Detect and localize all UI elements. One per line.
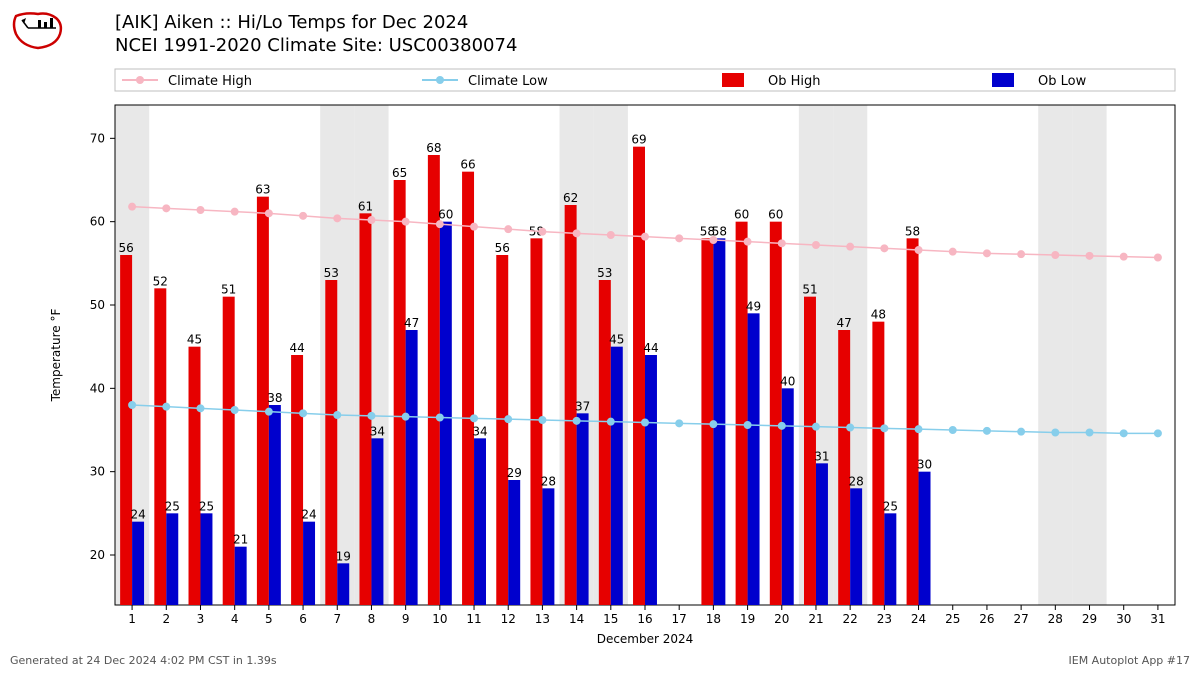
svg-text:29: 29 xyxy=(1082,612,1097,626)
svg-text:49: 49 xyxy=(746,299,761,313)
svg-text:Ob Low: Ob Low xyxy=(1038,74,1087,89)
svg-text:60: 60 xyxy=(90,215,105,229)
svg-text:70: 70 xyxy=(90,131,105,145)
svg-text:19: 19 xyxy=(336,549,351,563)
svg-text:3: 3 xyxy=(197,612,205,626)
svg-text:45: 45 xyxy=(187,333,202,347)
svg-text:51: 51 xyxy=(221,283,236,297)
svg-text:30: 30 xyxy=(90,465,105,479)
svg-text:10: 10 xyxy=(432,612,447,626)
svg-text:25: 25 xyxy=(165,499,180,513)
svg-text:31: 31 xyxy=(814,449,829,463)
svg-text:Ob High: Ob High xyxy=(768,74,821,89)
svg-text:40: 40 xyxy=(90,381,105,395)
svg-text:34: 34 xyxy=(472,424,487,438)
svg-text:60: 60 xyxy=(438,208,453,222)
svg-text:21: 21 xyxy=(233,533,248,547)
footer-app: IEM Autoplot App #17 xyxy=(1069,654,1191,667)
svg-text:24: 24 xyxy=(301,508,316,522)
svg-text:24: 24 xyxy=(130,508,145,522)
svg-text:44: 44 xyxy=(289,341,304,355)
svg-text:63: 63 xyxy=(255,183,270,197)
svg-text:21: 21 xyxy=(808,612,823,626)
svg-text:27: 27 xyxy=(1013,612,1028,626)
svg-text:29: 29 xyxy=(507,466,522,480)
svg-text:47: 47 xyxy=(404,316,419,330)
svg-text:Climate High: Climate High xyxy=(168,74,252,89)
svg-text:52: 52 xyxy=(153,274,168,288)
svg-text:16: 16 xyxy=(637,612,652,626)
svg-text:22: 22 xyxy=(843,612,858,626)
svg-text:68: 68 xyxy=(426,141,441,155)
svg-text:28: 28 xyxy=(849,474,864,488)
svg-text:25: 25 xyxy=(883,499,898,513)
svg-text:25: 25 xyxy=(199,499,214,513)
svg-text:14: 14 xyxy=(569,612,584,626)
svg-text:69: 69 xyxy=(631,133,646,147)
svg-text:19: 19 xyxy=(740,612,755,626)
svg-text:28: 28 xyxy=(541,474,556,488)
svg-text:30: 30 xyxy=(1116,612,1131,626)
svg-text:20: 20 xyxy=(90,548,105,562)
svg-text:Climate Low: Climate Low xyxy=(468,74,548,89)
svg-text:45: 45 xyxy=(609,333,624,347)
svg-text:50: 50 xyxy=(90,298,105,312)
svg-text:9: 9 xyxy=(402,612,410,626)
svg-text:23: 23 xyxy=(877,612,892,626)
svg-text:40: 40 xyxy=(780,374,795,388)
svg-text:38: 38 xyxy=(267,391,282,405)
svg-text:24: 24 xyxy=(911,612,926,626)
svg-text:58: 58 xyxy=(905,224,920,238)
svg-text:47: 47 xyxy=(837,316,852,330)
svg-text:6: 6 xyxy=(299,612,307,626)
footer-generated: Generated at 24 Dec 2024 4:02 PM CST in … xyxy=(10,654,277,667)
svg-text:37: 37 xyxy=(575,399,590,413)
svg-text:25: 25 xyxy=(945,612,960,626)
svg-text:44: 44 xyxy=(643,341,658,355)
svg-text:8: 8 xyxy=(368,612,376,626)
svg-text:60: 60 xyxy=(768,208,783,222)
svg-text:5: 5 xyxy=(265,612,273,626)
svg-text:28: 28 xyxy=(1048,612,1063,626)
svg-text:26: 26 xyxy=(979,612,994,626)
svg-text:51: 51 xyxy=(802,283,817,297)
svg-text:18: 18 xyxy=(706,612,721,626)
svg-text:61: 61 xyxy=(358,199,373,213)
svg-text:7: 7 xyxy=(333,612,341,626)
svg-text:11: 11 xyxy=(466,612,481,626)
svg-text:December 2024: December 2024 xyxy=(597,632,694,646)
svg-text:53: 53 xyxy=(324,266,339,280)
svg-text:2: 2 xyxy=(162,612,170,626)
svg-text:15: 15 xyxy=(603,612,618,626)
svg-text:12: 12 xyxy=(501,612,516,626)
svg-text:30: 30 xyxy=(917,458,932,472)
svg-text:48: 48 xyxy=(871,308,886,322)
svg-text:20: 20 xyxy=(774,612,789,626)
svg-text:56: 56 xyxy=(118,241,133,255)
svg-text:66: 66 xyxy=(460,158,475,172)
svg-text:34: 34 xyxy=(370,424,385,438)
svg-text:17: 17 xyxy=(672,612,687,626)
svg-text:53: 53 xyxy=(597,266,612,280)
svg-text:60: 60 xyxy=(734,208,749,222)
svg-text:62: 62 xyxy=(563,191,578,205)
svg-text:1: 1 xyxy=(128,612,136,626)
svg-text:56: 56 xyxy=(495,241,510,255)
svg-text:4: 4 xyxy=(231,612,239,626)
svg-text:65: 65 xyxy=(392,166,407,180)
temperature-chart: 203040506070Temperature °F12345678910111… xyxy=(0,0,1200,660)
svg-text:31: 31 xyxy=(1150,612,1165,626)
svg-text:Temperature °F: Temperature °F xyxy=(49,309,63,403)
svg-text:13: 13 xyxy=(535,612,550,626)
